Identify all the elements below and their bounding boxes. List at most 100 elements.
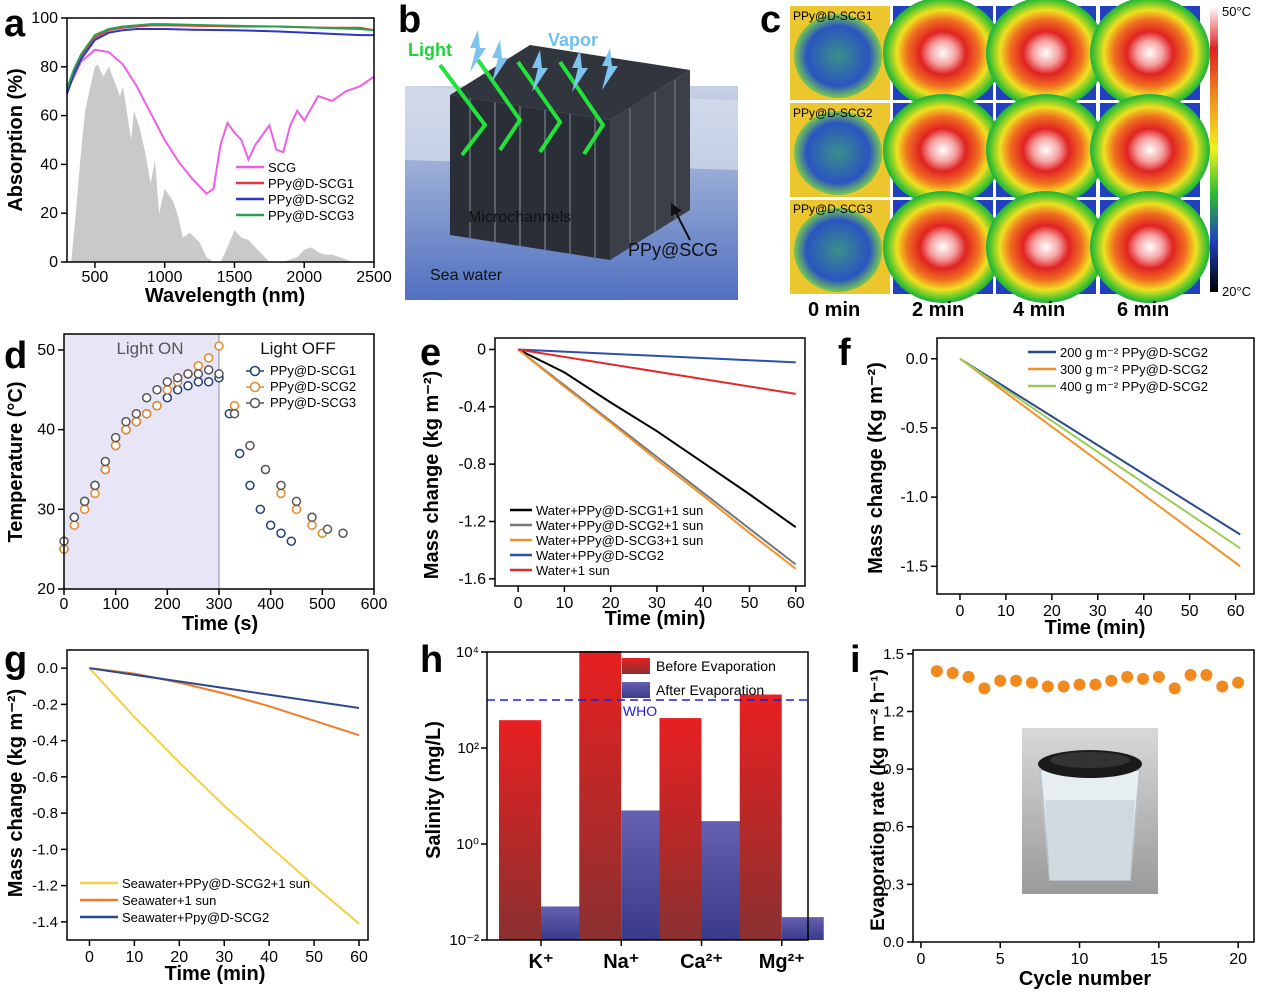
legend-label-e-3: Water+PPy@D-SCG2 [536, 548, 664, 563]
data-point-d-1-4 [100, 464, 111, 475]
data-point-d-2-17 [245, 440, 255, 451]
data-point-d-2-2 [79, 496, 90, 507]
thermal-sample [1090, 0, 1210, 109]
thermal-image-r1-t0 [790, 6, 890, 100]
bar-0-1 [579, 650, 622, 940]
x-tick-label-d-2: 200 [154, 596, 181, 613]
y-tick-label-e-1: -0.4 [458, 399, 486, 416]
legend-label-e-4: Water+1 sun [536, 563, 610, 578]
series-line-f-2 [959, 357, 1241, 550]
legend-label-a-1: PPy@D-SCG1 [268, 176, 354, 191]
y-tick-label-g-2: -0.4 [32, 733, 58, 750]
legend-label-f-2: 400 g m⁻² PPy@D-SCG2 [1060, 379, 1208, 394]
y-tick-label-a-1: 20 [40, 205, 58, 222]
time-label-6: 6 min [1117, 299, 1169, 321]
x-axis-label-d: Time (s) [182, 613, 258, 635]
legend-marker-d-2 [249, 397, 261, 409]
x-tick-label-i-2: 10 [1071, 951, 1089, 968]
data-point-d-1-2 [79, 504, 90, 515]
chart-e: 0 10 20 30 40 50 60 0 -0.4 -0.8 -1.2 -1.6 Mass chang… [421, 337, 806, 630]
data-point-d-2-20 [291, 496, 302, 507]
panel-label-h: h [420, 639, 443, 681]
thermal-image-r1-t3 [1090, 0, 1210, 109]
x-tick-label-f-0: 0 [956, 603, 965, 620]
data-point-d-2-12 [183, 369, 193, 379]
plot-frame-i [912, 649, 1255, 943]
legend-label-e-2: Water+PPy@D-SCG3+1 sun [536, 533, 703, 548]
x-tick-label-f-5: 50 [1181, 603, 1199, 620]
data-point-i-0 [930, 665, 943, 678]
x-tick-label-d-1: 100 [102, 596, 129, 613]
chart-a: 500 1000 1500 2000 2500 0 20 40 60 80 100 Absorptio… [5, 10, 392, 307]
plot-frame-a [66, 17, 375, 263]
y-tick-label-f-3: -1.5 [900, 558, 928, 575]
x-tick-label-i-3: 15 [1150, 951, 1168, 968]
data-point-d-1-16 [229, 400, 240, 411]
panel-label-g: g [4, 639, 27, 681]
thermal-image-r2-t2 [986, 94, 1106, 206]
legend-label-f-0: 200 g m⁻² PPy@D-SCG2 [1060, 345, 1208, 360]
chart-h: K⁺ Na⁺ Ca²⁺ Mg²⁺ WHO 10⁻² 10⁰ 10² 10⁴ Salinity (m… [423, 644, 824, 973]
data-point-d-1-14 [203, 353, 214, 363]
y-axis-label-e: Mass change (kg m⁻²) [421, 371, 443, 579]
data-point-d-0-14 [203, 377, 214, 387]
x-tick-label-a-4: 2500 [356, 269, 392, 286]
y-tick-label-a-3: 60 [40, 108, 58, 125]
microchannel-lines [469, 80, 676, 258]
x-tick-label-f-3: 30 [1089, 603, 1107, 620]
x-tick-label-a-0: 500 [82, 269, 109, 286]
data-point-i-10 [1089, 678, 1102, 691]
legend-label-a-2: PPy@D-SCG2 [268, 192, 354, 207]
y-tick-label-d-2: 40 [37, 422, 55, 439]
x-tick-label-d-6: 600 [361, 596, 388, 613]
data-point-d-0-10 [162, 393, 173, 403]
data-point-d-2-15 [214, 369, 224, 379]
data-point-d-0-13 [193, 377, 204, 387]
data-point-d-2-23 [338, 528, 348, 538]
legend-label-f-1: 300 g m⁻² PPy@D-SCG2 [1060, 362, 1208, 377]
data-point-d-0-11 [172, 385, 183, 395]
x-tick-label-d-3: 300 [206, 596, 233, 613]
y-tick-label-i-1: 0.3 [883, 876, 904, 893]
y-axis-label-f: Mass change (Kg m⁻²) [865, 362, 887, 574]
data-point-i-6 [1025, 676, 1038, 689]
y-tick-label-g-6: -1.2 [32, 878, 58, 895]
y-tick-label-f-0: 0.0 [906, 351, 928, 368]
row-label-scg1: PPy@D-SCG1 [793, 9, 873, 23]
x-tick-label-a-2: 1500 [217, 269, 253, 286]
x-tick-label-g-0: 0 [85, 949, 94, 966]
data-point-i-11 [1105, 674, 1118, 687]
thermal-image-r1-t1 [883, 0, 1003, 109]
data-point-i-16 [1184, 668, 1197, 681]
data-point-d-2-19 [276, 480, 286, 491]
y-tick-label-e-3: -1.2 [458, 513, 486, 530]
series-line-a-2 [66, 27, 374, 94]
x-tick-label-e-6: 60 [787, 595, 805, 612]
x-tick-label-e-0: 0 [514, 595, 523, 612]
panel-label-c: c [760, 0, 781, 41]
x-tick-label-g-2: 20 [170, 949, 188, 966]
data-point-d-2-8 [141, 393, 152, 403]
legend-label-h-1: After Evaporation [656, 682, 764, 698]
data-point-d-2-13 [193, 369, 204, 379]
x-tick-label-g-1: 10 [125, 949, 143, 966]
vapor-label: Vapor [548, 30, 598, 50]
x-axis-label-f: Time (min) [1045, 617, 1146, 639]
colorbar-max-label: 50°C [1222, 4, 1251, 19]
data-point-d-0-20 [265, 520, 276, 530]
data-point-d-2-3 [90, 480, 100, 491]
x-tick-label-e-2: 20 [602, 595, 620, 612]
data-point-i-17 [1200, 668, 1213, 681]
light-on-region [64, 334, 219, 589]
x-axis-label-i: Cycle number [1019, 968, 1151, 990]
data-point-d-2-21 [307, 512, 317, 523]
data-point-d-1-7 [131, 416, 142, 427]
y-tick-label-d-0: 20 [37, 581, 55, 598]
data-point-i-9 [1073, 678, 1086, 691]
y-axis-label-d: Temperature (°C) [5, 382, 27, 543]
y-tick-label-g-1: -0.2 [32, 696, 58, 713]
data-point-d-1-15 [214, 341, 224, 351]
thermal-sample [1090, 94, 1210, 206]
beaker-photo [1022, 728, 1158, 894]
ppy-scg-label: PPy@SCG [628, 240, 718, 260]
